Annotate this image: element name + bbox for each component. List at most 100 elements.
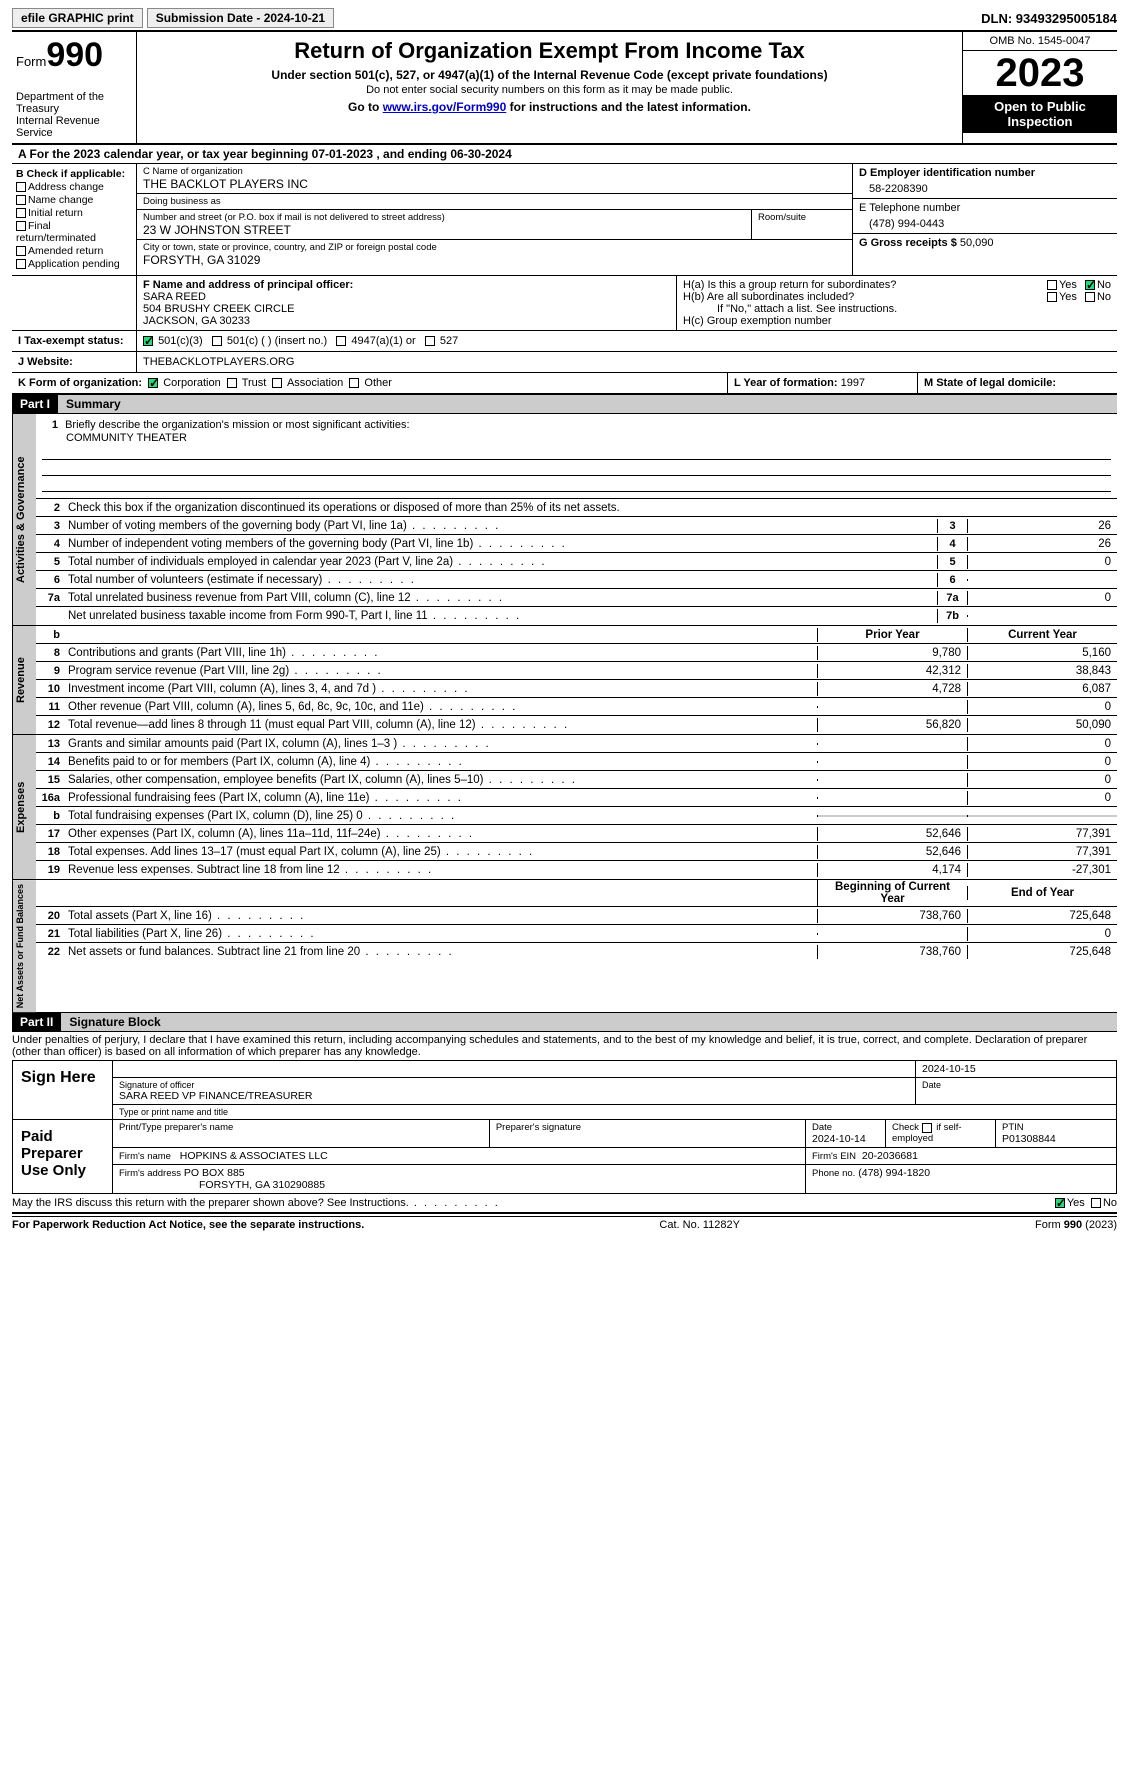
dln-number: DLN: 93493295005184	[981, 11, 1117, 26]
chk-corporation[interactable]	[148, 378, 158, 388]
activities-governance-section: Activities & Governance 1 Briefly descri…	[12, 414, 1117, 626]
h-a-yes[interactable]	[1047, 280, 1057, 290]
public-inspection-label: Open to Public Inspection	[963, 95, 1117, 133]
part-1-header: Part I Summary	[12, 395, 1117, 414]
city-state-zip-cell: City or town, state or province, country…	[137, 240, 852, 269]
h-b-no[interactable]	[1085, 292, 1095, 302]
room-suite-cell: Room/suite	[752, 210, 852, 240]
table-row: bTotal fundraising expenses (Part IX, co…	[36, 807, 1117, 825]
table-row: 18Total expenses. Add lines 13–17 (must …	[36, 843, 1117, 861]
tax-year: 2023	[963, 51, 1117, 95]
table-row: 15Salaries, other compensation, employee…	[36, 771, 1117, 789]
ssn-notice: Do not enter social security numbers on …	[147, 84, 952, 96]
table-row: 11Other revenue (Part VIII, column (A), …	[36, 698, 1117, 716]
table-row: 10Investment income (Part VIII, column (…	[36, 680, 1117, 698]
chk-self-employed[interactable]	[922, 1123, 932, 1133]
table-row: 22Net assets or fund balances. Subtract …	[36, 943, 1117, 961]
chk-final-return[interactable]: Final return/terminated	[16, 220, 132, 244]
side-label-netassets: Net Assets or Fund Balances	[12, 880, 36, 1012]
table-row: 16aProfessional fundraising fees (Part I…	[36, 789, 1117, 807]
h-a-no[interactable]	[1085, 280, 1095, 290]
form-number: Form990	[16, 36, 132, 75]
telephone-cell: E Telephone number (478) 994-0443	[853, 199, 1117, 234]
table-row: 6Total number of volunteers (estimate if…	[36, 571, 1117, 589]
side-label-expenses: Expenses	[12, 735, 36, 879]
table-row: 3Number of voting members of the governi…	[36, 517, 1117, 535]
row-k-l-m: K Form of organization: Corporation Trus…	[12, 373, 1117, 395]
sign-here-block: Sign Here 2024-10-15 Signature of office…	[12, 1061, 1117, 1120]
chk-527[interactable]	[425, 336, 435, 346]
netassets-header-row: Beginning of Current Year End of Year	[36, 880, 1117, 907]
row-i-tax-status: I Tax-exempt status: 501(c)(3) 501(c) ( …	[12, 331, 1117, 352]
officer-name: SARA REED VP FINANCE/TREASURER	[119, 1090, 909, 1102]
table-row: 4Number of independent voting members of…	[36, 535, 1117, 553]
col-headers-row: b Prior Year Current Year	[36, 626, 1117, 644]
chk-501c3[interactable]	[143, 336, 153, 346]
chk-name-change[interactable]: Name change	[16, 194, 132, 206]
side-label-governance: Activities & Governance	[12, 414, 36, 625]
discuss-row: May the IRS discuss this return with the…	[12, 1194, 1117, 1214]
form-subtitle: Under section 501(c), 527, or 4947(a)(1)…	[147, 68, 952, 82]
mission-block: 1 Briefly describe the organization's mi…	[36, 414, 1117, 499]
form-title: Return of Organization Exempt From Incom…	[147, 38, 952, 64]
chk-association[interactable]	[272, 378, 282, 388]
line-2: 2 Check this box if the organization dis…	[36, 499, 1117, 517]
row-j-website: J Website: THEBACKLOTPLAYERS.ORG	[12, 352, 1117, 373]
gross-receipts-cell: G Gross receipts $ 50,090	[853, 234, 1117, 252]
chk-4947[interactable]	[336, 336, 346, 346]
website-value: THEBACKLOTPLAYERS.ORG	[137, 352, 1117, 372]
section-b-through-g: B Check if applicable: Address change Na…	[12, 164, 1117, 276]
table-row: 12Total revenue—add lines 8 through 11 (…	[36, 716, 1117, 734]
discuss-no[interactable]	[1091, 1198, 1101, 1208]
chk-application-pending[interactable]: Application pending	[16, 258, 132, 270]
mission-text: COMMUNITY THEATER	[66, 432, 1111, 444]
part-2-header: Part II Signature Block	[12, 1013, 1117, 1032]
chk-address-change[interactable]: Address change	[16, 181, 132, 193]
h-b-yes[interactable]	[1047, 292, 1057, 302]
sign-date: 2024-10-15	[916, 1061, 1116, 1077]
table-row: 17Other expenses (Part IX, column (A), l…	[36, 825, 1117, 843]
efile-print-button[interactable]: efile GRAPHIC print	[12, 8, 143, 28]
penalties-statement: Under penalties of perjury, I declare th…	[12, 1032, 1117, 1061]
year-formation: L Year of formation: 1997	[727, 373, 917, 393]
street-address-cell: Number and street (or P.O. box if mail i…	[137, 210, 752, 240]
table-row: 8Contributions and grants (Part VIII, li…	[36, 644, 1117, 662]
table-row: 20Total assets (Part X, line 16)738,7607…	[36, 907, 1117, 925]
paid-preparer-block: Paid Preparer Use Only Print/Type prepar…	[12, 1120, 1117, 1194]
table-row: 14Benefits paid to or for members (Part …	[36, 753, 1117, 771]
chk-other[interactable]	[349, 378, 359, 388]
net-assets-section: Net Assets or Fund Balances Beginning of…	[12, 880, 1117, 1013]
irs-link[interactable]: www.irs.gov/Form990	[383, 100, 507, 114]
department-label: Department of the Treasury Internal Reve…	[16, 91, 132, 139]
dba-cell: Doing business as	[137, 194, 852, 210]
chk-trust[interactable]	[227, 378, 237, 388]
table-row: 19Revenue less expenses. Subtract line 1…	[36, 861, 1117, 879]
chk-initial-return[interactable]: Initial return	[16, 207, 132, 219]
revenue-section: Revenue b Prior Year Current Year 8Contr…	[12, 626, 1117, 735]
org-name-cell: C Name of organization THE BACKLOT PLAYE…	[137, 164, 852, 194]
table-row: 9Program service revenue (Part VIII, lin…	[36, 662, 1117, 680]
form-header: Form990 Department of the Treasury Inter…	[12, 32, 1117, 145]
side-label-revenue: Revenue	[12, 626, 36, 734]
chk-501c[interactable]	[212, 336, 222, 346]
row-a-tax-year: A For the 2023 calendar year, or tax yea…	[12, 145, 1117, 164]
principal-officer-cell: F Name and address of principal officer:…	[137, 276, 677, 330]
table-row: 21Total liabilities (Part X, line 26)0	[36, 925, 1117, 943]
box-b-checkboxes: B Check if applicable: Address change Na…	[12, 164, 137, 275]
discuss-yes[interactable]	[1055, 1198, 1065, 1208]
box-h-group-return: H(a) Is this a group return for subordin…	[677, 276, 1117, 330]
ein-cell: D Employer identification number 58-2208…	[853, 164, 1117, 199]
submission-date: Submission Date - 2024-10-21	[147, 8, 334, 28]
table-row: 5Total number of individuals employed in…	[36, 553, 1117, 571]
page-footer: For Paperwork Reduction Act Notice, see …	[12, 1216, 1117, 1231]
state-domicile: M State of legal domicile:	[917, 373, 1117, 393]
chk-amended-return[interactable]: Amended return	[16, 245, 132, 257]
table-row: Net unrelated business taxable income fr…	[36, 607, 1117, 625]
topbar: efile GRAPHIC print Submission Date - 20…	[12, 8, 1117, 32]
table-row: 13Grants and similar amounts paid (Part …	[36, 735, 1117, 753]
expenses-section: Expenses 13Grants and similar amounts pa…	[12, 735, 1117, 880]
goto-instructions: Go to www.irs.gov/Form990 for instructio…	[147, 100, 952, 114]
form-990-page: efile GRAPHIC print Submission Date - 20…	[0, 0, 1129, 1239]
table-row: 7aTotal unrelated business revenue from …	[36, 589, 1117, 607]
omb-number: OMB No. 1545-0047	[963, 32, 1117, 51]
